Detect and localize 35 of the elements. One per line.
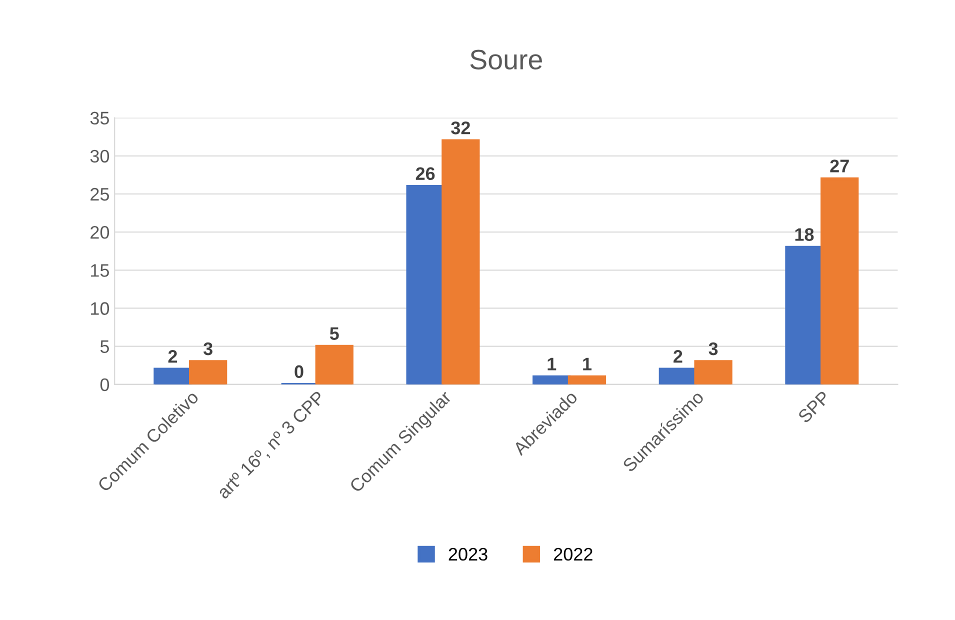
bar: [154, 368, 192, 384]
legend-label: 2022: [554, 548, 592, 561]
data-label: 26: [416, 167, 435, 180]
data-label: 3: [708, 342, 718, 356]
data-label: 1: [583, 358, 592, 370]
data-label: 3: [203, 342, 212, 356]
data-label: 27: [830, 160, 849, 172]
data-label: 1: [548, 358, 556, 370]
y-tick-label: 5: [100, 340, 109, 354]
y-tick-label: 15: [91, 264, 109, 277]
bar: [315, 344, 354, 384]
data-label: 0: [294, 365, 304, 378]
y-tick-label: 0: [100, 378, 110, 392]
y-tick-label: 25: [90, 188, 109, 201]
y-tick-label: 10: [91, 302, 110, 315]
x-tick-label: SPP: [797, 390, 831, 424]
bar: [568, 375, 606, 384]
y-tick-label: 30: [90, 150, 110, 163]
bar: [442, 139, 480, 384]
data-label: 32: [451, 122, 470, 134]
chart-title: Soure: [470, 50, 542, 70]
bar: [785, 246, 824, 384]
y-tick-label: 20: [90, 226, 110, 239]
bar: [188, 360, 228, 384]
bar: [820, 177, 859, 384]
legend-label: 2023: [448, 548, 488, 561]
data-label: 2: [674, 350, 682, 363]
bar: [694, 360, 732, 384]
x-tick-label: artº 16º, nº 3 CPP: [216, 390, 327, 501]
data-label: 2: [168, 350, 177, 363]
bar: [532, 375, 571, 384]
data-label: 5: [330, 327, 339, 340]
y-tick-label: 35: [90, 112, 109, 125]
data-label: 18: [795, 228, 814, 241]
bar: [406, 184, 444, 384]
